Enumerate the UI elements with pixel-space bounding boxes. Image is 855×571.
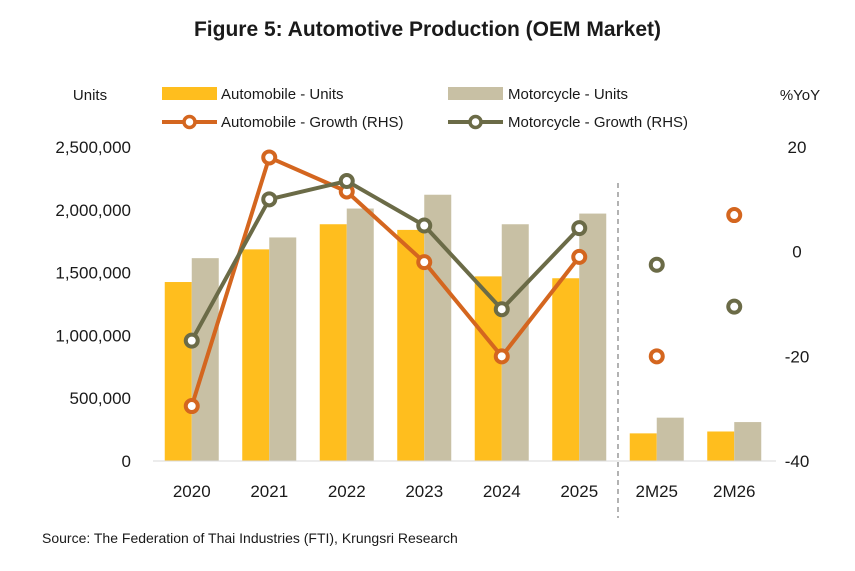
point-motorcycle-growth <box>261 191 278 208</box>
x-tick-label: 2025 <box>560 482 598 501</box>
legend-label-motorcycle-growth: Motorcycle - Growth (RHS) <box>508 114 688 131</box>
x-tick-label: 2020 <box>173 482 211 501</box>
legend-swatch-motorcycle-units <box>448 87 503 100</box>
source-note: Source: The Federation of Thai Industrie… <box>42 530 458 546</box>
bar-motorcycle-units <box>346 208 374 461</box>
bar-automobile-units <box>552 278 580 461</box>
bar-automobile-units <box>319 224 347 461</box>
x-tick-label: 2024 <box>483 482 521 501</box>
x-tick-label: 2M26 <box>713 482 756 501</box>
left-tick-label: 500,000 <box>70 389 131 408</box>
point-motorcycle-growth <box>571 220 588 237</box>
bar-automobile-units <box>629 433 657 461</box>
point-motorcycle-growth <box>338 173 355 190</box>
point-automobile-growth <box>648 348 665 365</box>
bar-motorcycle-units <box>269 237 297 461</box>
legend-marker-motorcycle-growth <box>468 114 483 130</box>
bar-motorcycle-units <box>424 194 452 461</box>
point-automobile-growth <box>261 149 278 166</box>
point-motorcycle-growth <box>183 332 200 349</box>
bar-automobile-units <box>164 282 192 461</box>
point-automobile-growth <box>726 207 743 224</box>
right-tick-label: -20 <box>785 347 810 366</box>
legend-label-motorcycle-units: Motorcycle - Units <box>508 86 628 103</box>
x-tick-label: 2023 <box>405 482 443 501</box>
right-tick-label: 20 <box>788 138 807 157</box>
x-tick-label: 2021 <box>250 482 288 501</box>
x-tick-label: 2M25 <box>635 482 678 501</box>
left-tick-label: 1,000,000 <box>55 326 131 345</box>
point-automobile-growth <box>416 254 433 271</box>
legend-label-automobile-growth: Automobile - Growth (RHS) <box>221 114 404 131</box>
bar-automobile-units <box>242 249 270 461</box>
point-motorcycle-growth <box>493 301 510 318</box>
x-tick-label: 2022 <box>328 482 366 501</box>
bar-motorcycle-units <box>656 417 684 461</box>
growth-lines <box>183 149 743 415</box>
legend-marker-automobile-growth <box>182 114 197 130</box>
left-tick-label: 2,000,000 <box>55 201 131 220</box>
line-motorcycle-growth <box>189 179 581 342</box>
left-tick-label: 0 <box>122 452 131 471</box>
point-automobile-growth <box>183 398 200 415</box>
point-motorcycle-growth <box>726 298 743 315</box>
x-axis-labels: 2020 2021 2022 2023 2024 2025 2M25 2M26 <box>173 482 756 501</box>
legend-swatch-automobile-units <box>162 87 217 100</box>
right-axis-ticks: -40 -20 0 20 <box>785 138 810 471</box>
bar-automobile-units <box>707 431 735 461</box>
point-automobile-growth <box>571 248 588 265</box>
legend-label-automobile-units: Automobile - Units <box>221 86 344 103</box>
left-axis-ticks: 0 500,000 1,000,000 1,500,000 2,000,000 2,500… <box>55 138 131 471</box>
right-tick-label: 0 <box>792 243 801 262</box>
left-axis-label: Units <box>73 87 107 104</box>
chart-title: Figure 5: Automotive Production (OEM Mar… <box>193 18 662 41</box>
left-tick-label: 2,500,000 <box>55 138 131 157</box>
line-automobile-growth <box>189 155 581 407</box>
left-tick-label: 1,500,000 <box>55 264 131 283</box>
bar-motorcycle-units <box>501 224 529 461</box>
right-axis-label: %YoY <box>780 87 820 104</box>
legend: Automobile - Units Motorcycle - Units Au… <box>162 86 688 131</box>
point-motorcycle-growth <box>648 256 665 273</box>
bars <box>164 194 762 461</box>
point-motorcycle-growth <box>416 217 433 234</box>
right-tick-label: -40 <box>785 452 810 471</box>
point-automobile-growth <box>493 348 510 365</box>
bar-motorcycle-units <box>734 422 762 461</box>
